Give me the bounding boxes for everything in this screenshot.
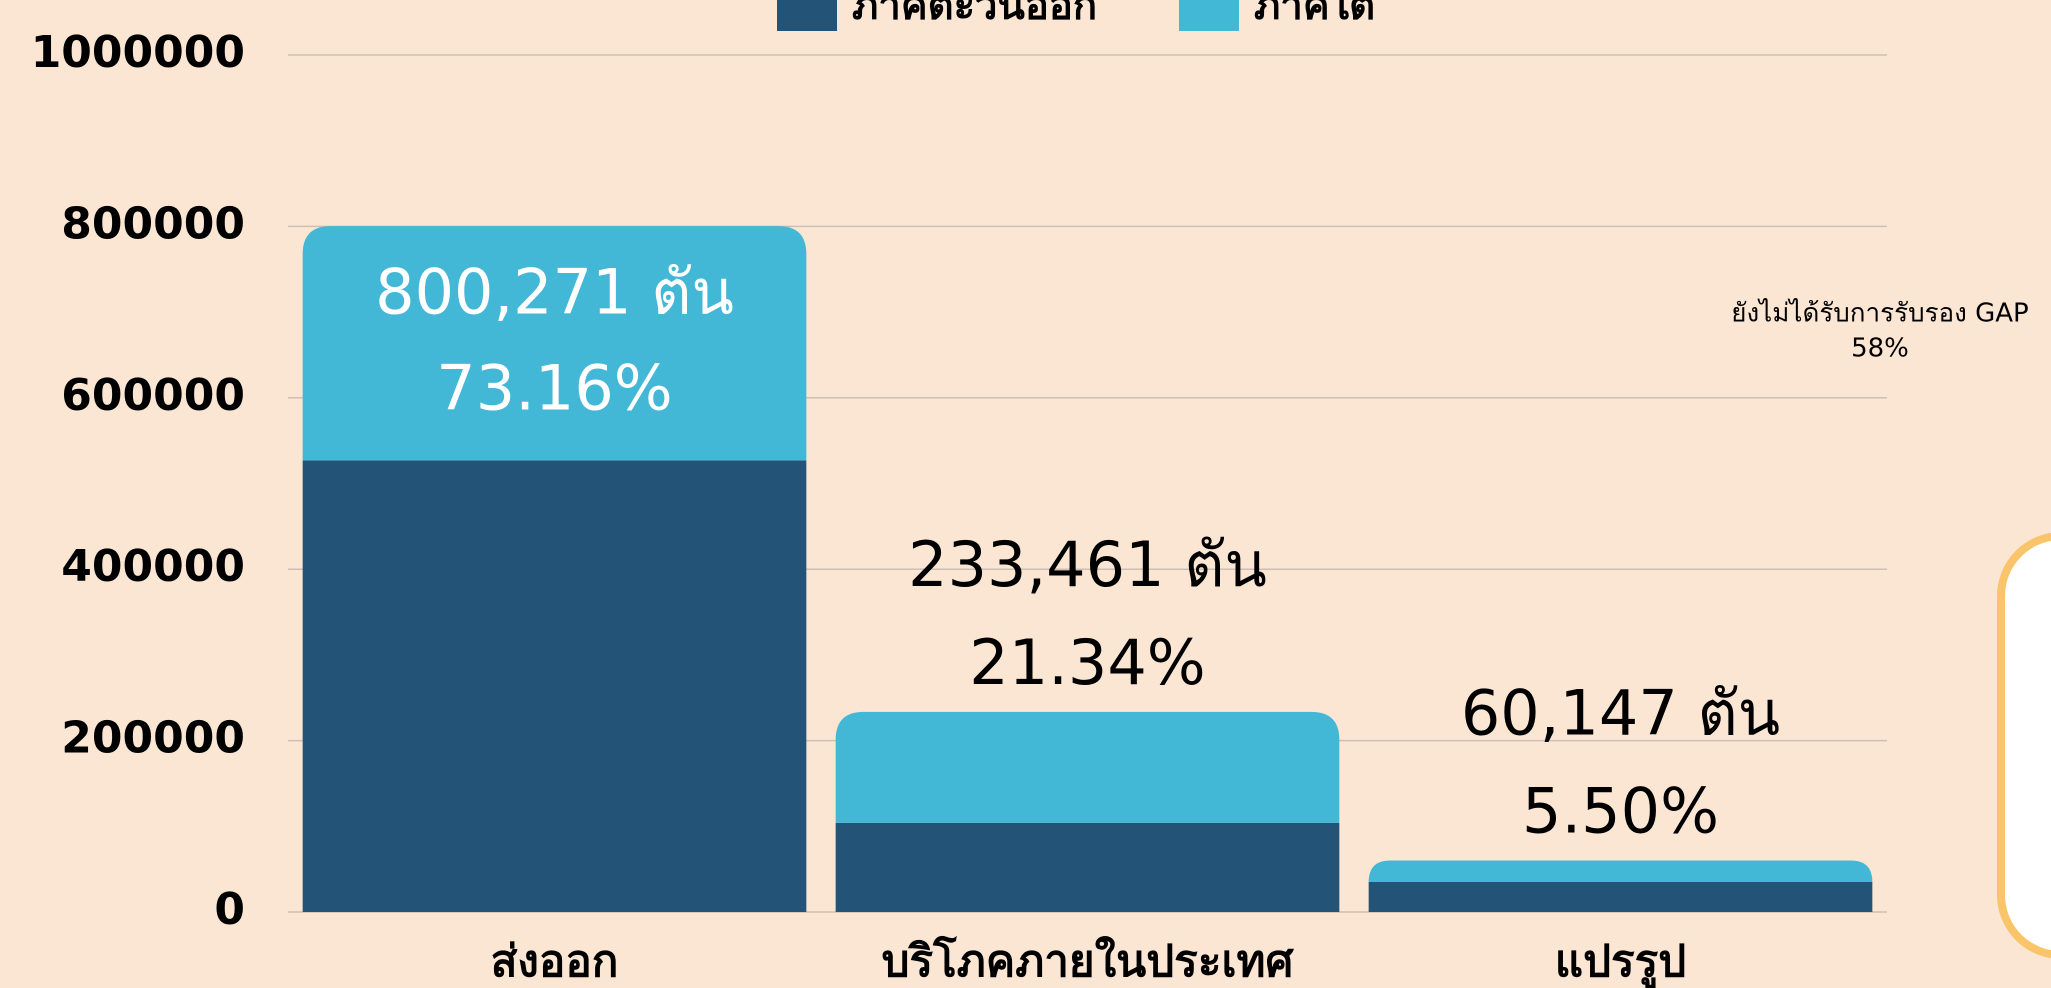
y-tick-label: 400000	[61, 541, 245, 592]
bar-segment	[1369, 860, 1873, 882]
y-tick-label: 1000000	[31, 27, 245, 78]
bar-segment	[836, 823, 1340, 912]
bar-segment	[836, 712, 1340, 823]
value-label: 60,147 ตัน	[1461, 677, 1780, 750]
annotation: 58%	[1851, 334, 1909, 364]
share-label: 73.16%	[436, 351, 672, 424]
y-tick-label: 200000	[61, 713, 245, 764]
x-tick-label: บริโภคภายในประเทศ	[882, 934, 1295, 987]
legend-swatch	[777, 0, 837, 31]
annotation: ยังไม่ได้รับการรับรอง GAP	[1731, 298, 2029, 329]
x-tick-label: แปรรูป	[1555, 936, 1686, 988]
value-label: 233,461 ตัน	[908, 528, 1267, 601]
y-tick-label: 800000	[61, 198, 245, 249]
legend-label: ภาคใต้	[1254, 0, 1375, 29]
share-label: 21.34%	[969, 626, 1205, 699]
value-label: 800,271 ตัน	[375, 255, 734, 328]
bar-segment	[303, 460, 807, 912]
x-tick-label: ส่งออก	[491, 936, 619, 987]
legend-swatch	[1179, 0, 1239, 31]
legend-label: ภาคตะวันออก	[852, 0, 1097, 29]
y-tick-label: 0	[214, 884, 245, 935]
bar-segment	[1369, 882, 1873, 912]
share-label: 5.50%	[1522, 775, 1719, 848]
y-tick-label: 600000	[61, 370, 245, 421]
chart: ยังไม่ได้รับการรับรอง GAP 58% 0 200000 400…	[0, 0, 2051, 988]
side-panel	[2001, 536, 2051, 955]
